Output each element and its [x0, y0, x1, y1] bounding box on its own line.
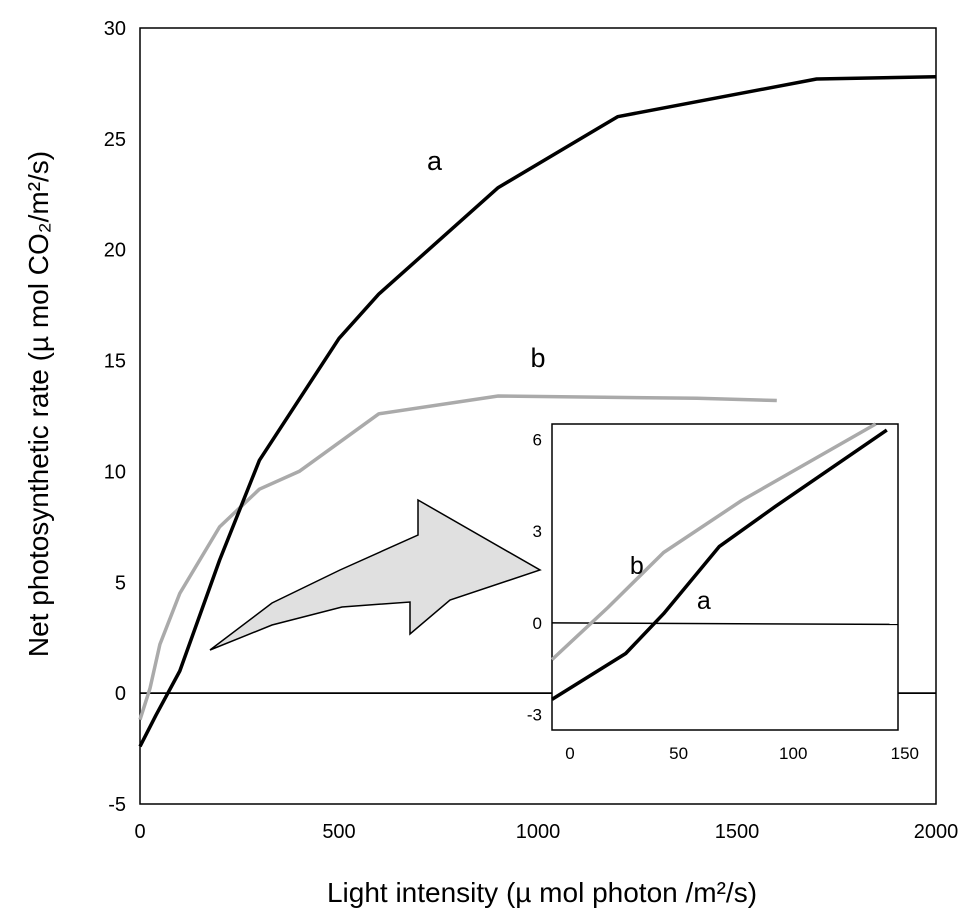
- inset-plot-area: -3 0 3 6 0 50 100 150 a b: [527, 422, 919, 763]
- inset-series-lines: [550, 422, 888, 701]
- inset-y-tick-label: 0: [533, 614, 542, 633]
- inset-y-tick-label: 6: [533, 430, 542, 449]
- series-a-label: a: [427, 146, 443, 176]
- inset-arrow: [209, 498, 542, 651]
- series-a-line: [138, 75, 937, 748]
- main-y-tick-label: 0: [115, 683, 126, 705]
- series-b-line: [138, 394, 777, 721]
- inset-series-a-label: a: [697, 587, 711, 615]
- main-plot-frame: [139, 27, 937, 805]
- inset-x-tick-labels: 0 50 100 150: [565, 744, 919, 763]
- inset-series-a-line: [551, 428, 888, 701]
- main-x-tick-label: 0: [134, 821, 145, 843]
- inset-x-tick-label: 0: [565, 744, 574, 763]
- main-y-tick-label: 10: [104, 461, 126, 483]
- main-y-tick-label: 25: [104, 129, 126, 151]
- main-x-tick-label: 500: [322, 821, 355, 843]
- main-x-tick-label: 1000: [516, 821, 561, 843]
- inset-y-tick-label: -3: [527, 706, 542, 725]
- main-y-tick-label: 15: [104, 351, 126, 373]
- main-series-lines: [138, 75, 937, 748]
- inset-x-tick-label: 100: [779, 744, 807, 763]
- main-y-tick-label: 30: [104, 18, 126, 40]
- inset-series-b-line: [550, 422, 877, 661]
- inset-series-b-label: b: [630, 552, 644, 580]
- main-y-tick-label: -5: [108, 794, 126, 816]
- main-y-tick-label: 20: [104, 240, 126, 262]
- x-axis-title: Light intensity (µ mol photon /m²/s): [327, 877, 757, 908]
- series-b-label: b: [530, 343, 545, 373]
- main-x-tick-labels: 0 500 1000 1500 2000: [134, 821, 958, 843]
- inset-y-tick-label: 3: [533, 522, 542, 541]
- inset-y-tick-labels: -3 0 3 6: [527, 430, 542, 724]
- inset-x-tick-label: 150: [891, 744, 919, 763]
- inset-plot-frame: [551, 423, 899, 731]
- main-y-tick-labels: -5 0 5 10 15 20 25 30: [104, 18, 126, 816]
- inset-zero-line: [551, 622, 899, 626]
- y-axis-title: Net photosynthetic rate (µ mol CO₂/m²/s): [23, 151, 54, 657]
- inset-x-tick-label: 50: [669, 744, 688, 763]
- main-x-tick-label: 2000: [914, 821, 959, 843]
- main-y-tick-label: 5: [115, 572, 126, 594]
- main-x-tick-label: 1500: [715, 821, 760, 843]
